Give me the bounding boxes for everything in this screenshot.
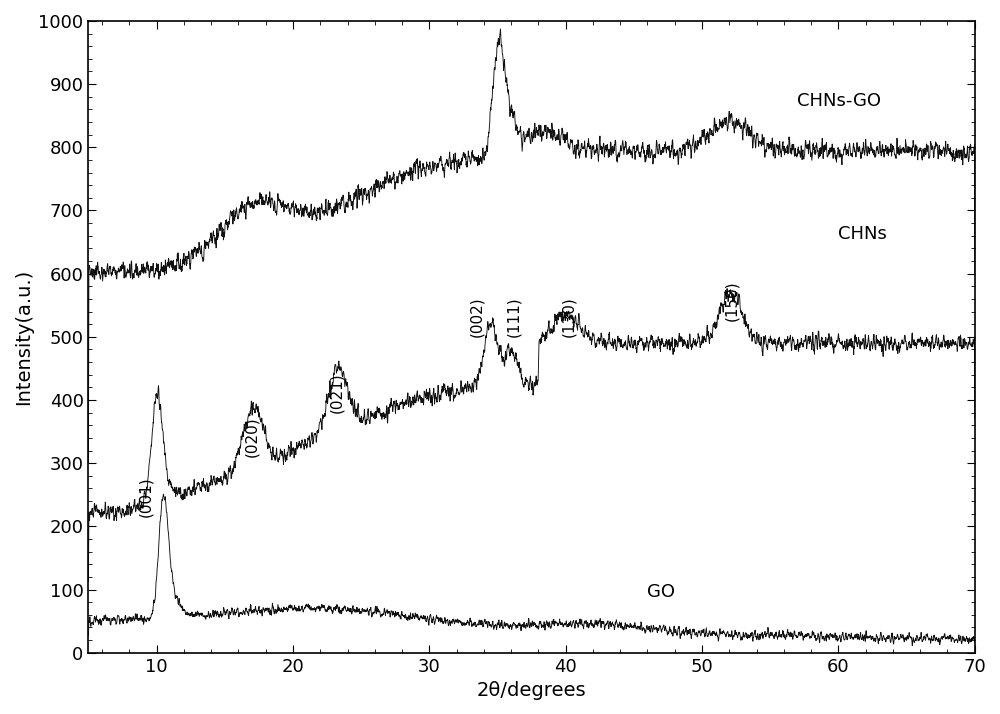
Text: (130): (130) [561, 296, 576, 337]
Text: (021): (021) [329, 372, 344, 413]
Text: (150): (150) [725, 281, 740, 321]
Text: GO: GO [647, 583, 675, 601]
Y-axis label: Intensity(a.u.): Intensity(a.u.) [14, 268, 33, 405]
Text: CHNs: CHNs [838, 225, 887, 243]
X-axis label: 2θ/degrees: 2θ/degrees [477, 681, 586, 700]
Text: (002): (002) [470, 296, 485, 337]
Text: (111): (111) [506, 296, 521, 337]
Text: (020): (020) [245, 416, 260, 457]
Text: (001): (001) [138, 476, 153, 517]
Text: CHNs-GO: CHNs-GO [797, 92, 881, 110]
